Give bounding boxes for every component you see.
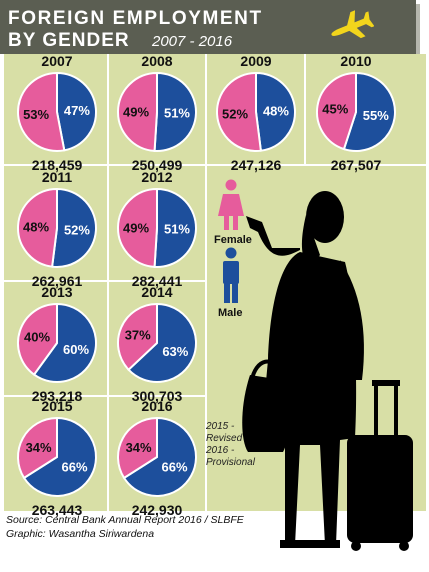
pie-slice-female-2010 [316, 71, 357, 151]
revision-note: 2015 - Revised 2016 - Provisional [206, 421, 255, 469]
female-percent-label-2008: 49% [123, 104, 149, 119]
woman-with-suitcase-silhouette [242, 191, 413, 551]
total-label-2007: 218,459 [32, 157, 83, 173]
grid-lines [4, 54, 426, 511]
pie-slice-female-2007 [17, 71, 66, 152]
pie-slice-male-2012 [153, 187, 197, 268]
female-percent-label-2007: 53% [23, 107, 49, 122]
pie-slice-male-2007 [56, 71, 97, 152]
total-label-2015: 263,443 [32, 502, 83, 518]
pie-chart-2010: 2010 55% 45% 267,507 [316, 53, 396, 173]
pie-chart-2012: 2012 51% 49% 282,441 [117, 169, 197, 289]
pie-slice-male-2013 [32, 302, 97, 383]
pie-slice-male-2015 [22, 416, 97, 497]
graphic-credit: Graphic: Wasantha Siriwardena [6, 528, 155, 540]
female-percent-label-2015: 34% [26, 440, 52, 455]
year-label-2011: 2011 [42, 169, 73, 185]
airplane-icon [331, 10, 374, 39]
pie-chart-2009: 2009 48% 52% 247,126 [215, 53, 296, 173]
pie-slice-female-2016 [117, 416, 158, 480]
pie-slice-female-2015 [17, 416, 58, 480]
year-label-2014: 2014 [141, 284, 172, 300]
pie-slice-male-2009 [255, 71, 296, 152]
pie-slice-female-2008 [117, 71, 158, 152]
year-label-2015: 2015 [41, 398, 72, 414]
header-bar: FOREIGN EMPLOYMENT BY GENDER 2007 - 2016 [0, 0, 420, 58]
pie-chart-2011: 2011 52% 48% 262,961 [17, 169, 98, 289]
total-label-2013: 293,218 [32, 388, 83, 404]
year-label-2010: 2010 [340, 53, 371, 69]
total-label-2010: 267,507 [331, 157, 382, 173]
female-percent-label-2012: 49% [123, 220, 149, 235]
male-percent-label-2007: 47% [64, 103, 90, 118]
pie-slice-male-2016 [122, 416, 197, 497]
title-line-1: FOREIGN EMPLOYMENT [8, 8, 263, 29]
note-line-1: 2015 - [206, 421, 235, 432]
total-label-2011: 262,961 [32, 273, 83, 289]
pie-slice-female-2014 [117, 302, 158, 372]
male-person-icon [223, 247, 239, 303]
total-label-2008: 250,499 [132, 157, 183, 173]
female-percent-label-2014: 37% [125, 328, 151, 343]
total-label-2014: 300,703 [132, 388, 183, 404]
year-label-2013: 2013 [41, 284, 72, 300]
pie-chart-2015: 2015 66% 34% 263,443 [17, 398, 97, 518]
male-percent-label-2009: 48% [263, 104, 289, 119]
year-label-2012: 2012 [141, 169, 172, 185]
note-line-2: Revised [206, 433, 243, 444]
pie-chart-2007: 2007 47% 53% 218,459 [17, 53, 97, 173]
pie-chart-2008: 2008 51% 49% 250,499 [117, 53, 197, 173]
subtitle: 2007 - 2016 [152, 33, 233, 50]
male-percent-label-2010: 55% [363, 108, 389, 123]
year-label-2007: 2007 [41, 53, 72, 69]
source-note: Source: Central Bank Annual Report 2016 … [6, 514, 244, 526]
male-percent-label-2014: 63% [162, 344, 188, 359]
total-label-2016: 242,930 [132, 502, 183, 518]
note-line-4: Provisional [206, 457, 255, 468]
legend-female-label: Female [214, 234, 252, 246]
title-line-2: BY GENDER [8, 30, 130, 51]
legend-male-label: Male [218, 307, 243, 319]
total-label-2012: 282,441 [132, 273, 183, 289]
pie-slice-female-2009 [215, 71, 263, 152]
year-label-2008: 2008 [141, 53, 172, 69]
pie-slice-female-2013 [17, 302, 58, 376]
female-percent-label-2010: 45% [322, 102, 348, 117]
male-percent-label-2012: 51% [164, 222, 190, 237]
pie-chart-2013: 2013 60% 40% 293,218 [17, 284, 97, 404]
pie-slice-female-2012 [117, 187, 158, 268]
total-label-2009: 247,126 [231, 157, 282, 173]
note-line-3: 2016 - [206, 445, 235, 456]
pie-charts: 2007 47% 53% 218,459 2008 51% 49% 250,499 2009 48… [17, 53, 396, 518]
female-person-icon [218, 179, 244, 230]
pie-slice-female-2011 [17, 187, 58, 268]
pie-chart-2014: 2014 63% 37% 300,703 [117, 284, 197, 404]
male-percent-label-2011: 52% [64, 222, 90, 237]
female-percent-label-2016: 34% [126, 440, 152, 455]
female-percent-label-2011: 48% [23, 220, 49, 235]
pie-slice-male-2011 [50, 187, 98, 268]
year-label-2009: 2009 [240, 53, 271, 69]
male-percent-label-2015: 66% [62, 460, 88, 475]
year-label-2016: 2016 [141, 398, 172, 414]
pie-slice-male-2014 [127, 302, 197, 383]
male-percent-label-2008: 51% [164, 106, 190, 121]
pie-chart-2016: 2016 66% 34% 242,930 [117, 398, 197, 518]
male-percent-label-2016: 66% [162, 460, 188, 475]
pie-slice-male-2008 [153, 71, 197, 152]
male-percent-label-2013: 60% [63, 342, 89, 357]
female-percent-label-2009: 52% [222, 106, 248, 121]
female-percent-label-2013: 40% [24, 330, 50, 345]
